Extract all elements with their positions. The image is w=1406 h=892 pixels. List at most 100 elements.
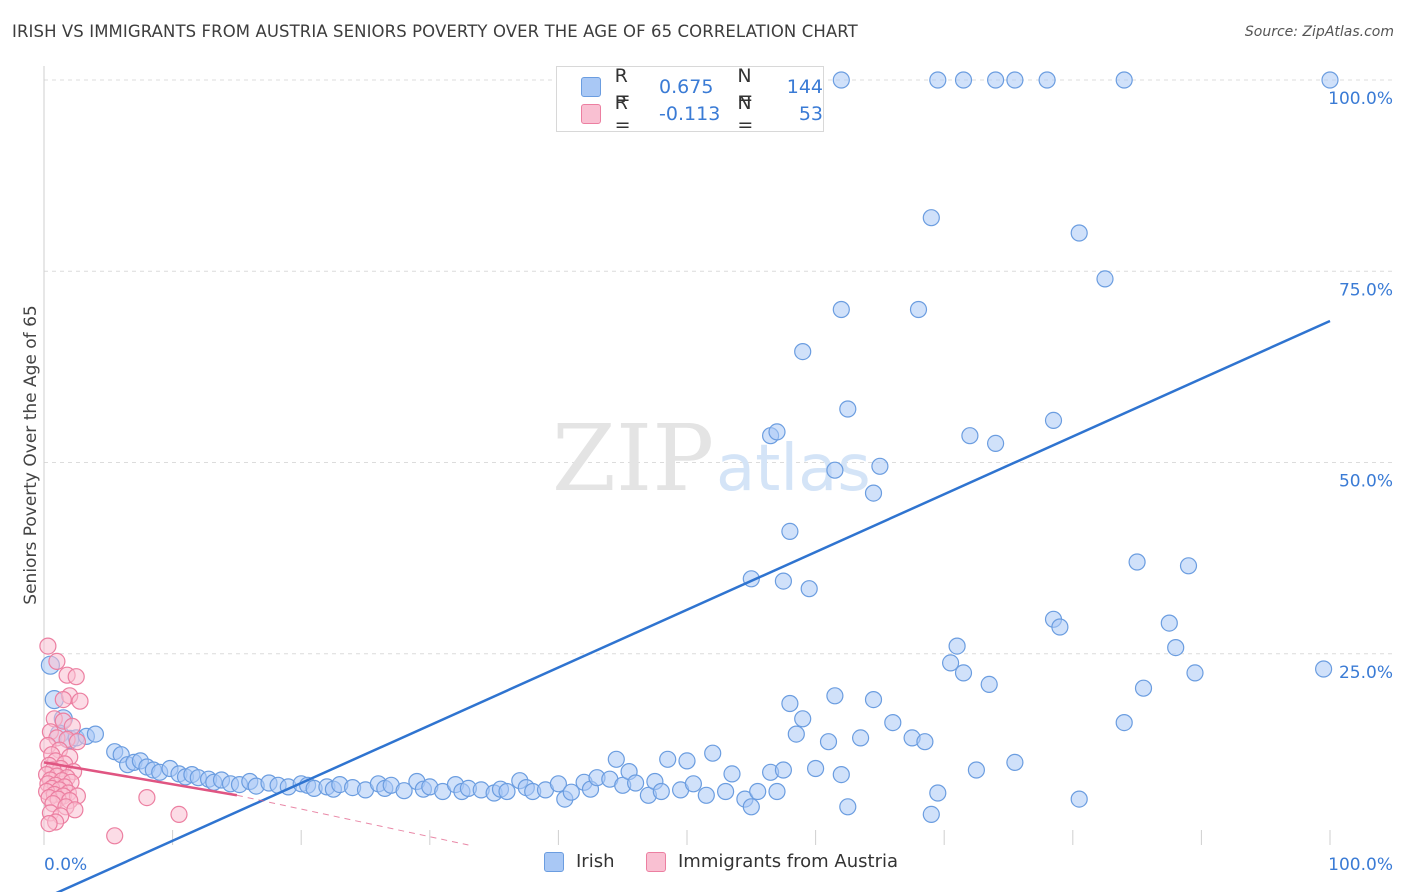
series-name-irish: Irish	[576, 851, 615, 872]
series-legend-irish: Irish	[544, 851, 615, 872]
series-legend: Irish Immigrants from Austria	[0, 851, 1406, 877]
irish-point	[929, 784, 947, 802]
watermark-zip: ZIP	[552, 405, 714, 512]
irish-point	[1115, 713, 1133, 732]
trend-layer	[43, 319, 1331, 892]
series-swatch-irish	[544, 851, 564, 872]
points-layer	[37, 71, 1339, 845]
watermark-atlas: atlas	[716, 432, 871, 506]
irish-point	[800, 580, 818, 598]
grid-layer	[44, 79, 1392, 655]
legend-r-value: -0.113	[659, 103, 721, 125]
austria-point	[106, 827, 124, 845]
irish-point	[832, 300, 850, 319]
irish-point	[1070, 790, 1088, 808]
irish-trend-line	[55, 319, 1331, 892]
irish-point	[768, 782, 786, 801]
irish-point	[1006, 71, 1024, 89]
irish-point	[697, 786, 715, 804]
irish-point	[716, 782, 735, 801]
irish-point	[826, 461, 844, 479]
stats-legend: R = 0.675 N = 144 R = -0.113 N = 53	[556, 65, 824, 136]
legend-n-value: 144	[786, 76, 823, 98]
austria-point	[66, 801, 84, 819]
irish-point	[86, 725, 105, 743]
austria-point	[39, 637, 57, 655]
irish-point	[1179, 557, 1198, 575]
austria-trend-extension	[236, 794, 469, 846]
series-swatch-austria	[646, 851, 666, 872]
irish-point	[562, 783, 580, 801]
irish-point	[684, 775, 703, 793]
irish-point	[832, 71, 850, 89]
irish-point	[678, 752, 696, 770]
x-tick-label: 0.0%	[44, 855, 87, 875]
irish-point	[768, 423, 786, 441]
irish-point	[1070, 224, 1088, 242]
irish-point	[395, 782, 413, 800]
austria-point	[67, 668, 85, 686]
irish-point	[1115, 71, 1133, 89]
series-legend-austria: Immigrants from Austria	[646, 851, 898, 872]
irish-point	[871, 457, 889, 475]
irish-point	[961, 427, 979, 445]
irish-point	[839, 400, 857, 418]
irish-point	[929, 71, 947, 89]
irish-point	[954, 71, 973, 89]
legend-r-value: 0.675	[659, 76, 714, 98]
series-name-austria: Immigrants from Austria	[678, 851, 898, 872]
irish-point	[922, 805, 940, 824]
irish-point	[774, 572, 793, 590]
irish-point	[626, 774, 645, 792]
chart-title: IRISH VS IMMIGRANTS FROM AUSTRIA SENIORS…	[12, 22, 858, 41]
irish-point	[723, 765, 741, 783]
irish-point	[851, 729, 870, 747]
irish-point	[549, 775, 568, 793]
irish-point	[704, 744, 722, 762]
irish-point	[1044, 411, 1063, 429]
austria-trend-line	[43, 761, 238, 797]
irish-point	[1051, 618, 1069, 636]
austria-point	[68, 733, 87, 751]
austria-point	[71, 692, 89, 710]
irish-point	[1038, 71, 1056, 89]
legend-n-label: N =	[737, 92, 754, 136]
irish-point	[774, 761, 793, 779]
legend-n-label: N =	[737, 65, 754, 109]
austria-point	[170, 805, 188, 824]
y-tick-label: 25.0%	[1339, 663, 1393, 683]
irish-point	[787, 725, 805, 743]
irish-point	[954, 664, 973, 682]
irish-point	[884, 713, 902, 732]
source-label: Source: ZipAtlas.com	[1244, 24, 1394, 40]
irish-point	[986, 434, 1005, 452]
irish-point	[948, 637, 966, 655]
irish-point	[806, 759, 825, 778]
irish-point	[986, 71, 1005, 89]
irish-point	[749, 782, 767, 801]
irish-point	[941, 654, 960, 672]
austria-point	[54, 690, 72, 709]
irish-point	[794, 710, 812, 728]
irish-point	[909, 300, 928, 319]
legend-n-value: 53	[798, 103, 823, 125]
irish-point	[1006, 753, 1024, 772]
y-axis-label: Seniors Poverty Over the Age of 65	[21, 305, 41, 604]
irish-point	[1128, 553, 1146, 571]
irish-point	[1186, 664, 1204, 682]
legend-row-irish: R = 0.675 N = 144	[581, 65, 823, 109]
irish-point	[967, 761, 986, 779]
irish-point	[781, 522, 799, 541]
austria-point	[48, 652, 66, 671]
irish-point	[980, 675, 998, 694]
irish-point	[1314, 660, 1333, 678]
irish-point	[1167, 638, 1185, 657]
irish-point	[922, 209, 940, 227]
austria-point	[40, 814, 58, 833]
legend-r-label: R =	[614, 92, 631, 136]
irish-point	[794, 343, 812, 361]
irish-point	[826, 687, 844, 705]
x-tick-label: 100.0%	[1328, 855, 1393, 875]
irish-point	[864, 484, 883, 502]
